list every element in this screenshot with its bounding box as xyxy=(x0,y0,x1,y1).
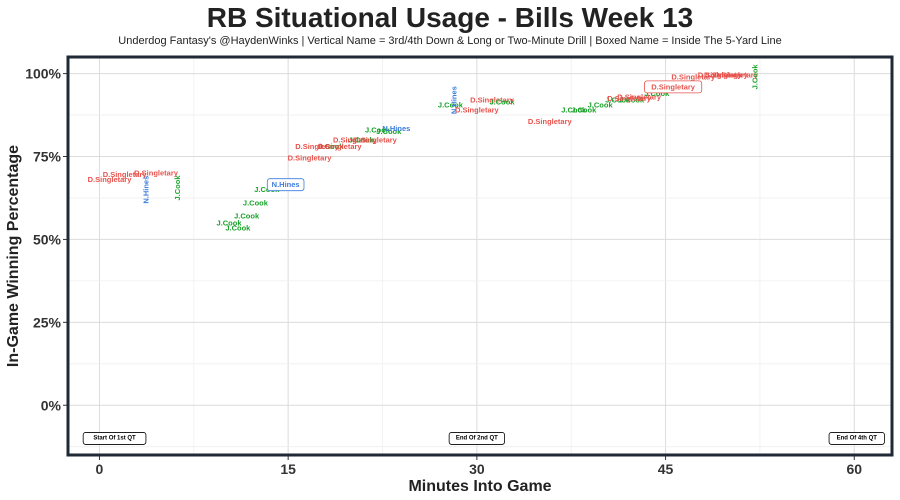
point-label-d-singletary: D.Singletary xyxy=(318,142,363,151)
point-label-j-cook: J.Cook xyxy=(365,125,391,134)
quarter-marker-box xyxy=(828,432,885,445)
y-tick-label: 75% xyxy=(33,149,62,165)
y-tick-label: 25% xyxy=(33,314,62,330)
point-label-n-hines-boxed: N.Hines xyxy=(266,178,305,192)
point-label-box xyxy=(266,178,305,192)
point-label-d-singletary: D.Singletary xyxy=(455,106,500,115)
quarter-marker-box xyxy=(82,432,147,445)
point-label-d-singletary: D.Singletary xyxy=(528,117,573,126)
point-label-j-cook: J.Cook xyxy=(349,135,375,144)
quarter-marker: End Of 4th QT xyxy=(828,432,885,445)
point-label-d-singletary: D.Singletary xyxy=(88,175,133,184)
point-label-n-hines-vertical: N.Hines xyxy=(141,176,150,204)
point-label-j-cook: J.Cook xyxy=(490,97,516,106)
x-tick-label: 0 xyxy=(96,461,104,477)
quarter-marker-box xyxy=(448,432,505,445)
point-label-j-cook-vertical: J.Cook xyxy=(173,175,182,201)
point-label-j-cook: J.Cook xyxy=(243,198,269,207)
point-label-d-singletary: D.Singletary xyxy=(704,71,749,80)
y-tick-label: 50% xyxy=(33,231,62,247)
quarter-markers: Start Of 1st QT End Of 2nd QT End Of 4th Q… xyxy=(82,432,885,445)
point-label-j-cook: J.Cook xyxy=(644,89,670,98)
point-label-d-singletary: D.Singletary xyxy=(288,154,333,163)
point-label-n-hines: N.Hines xyxy=(382,124,410,133)
plot-border xyxy=(66,55,894,457)
point-label-d-singletary: D.Singletary xyxy=(470,96,515,105)
x-tick-label: 60 xyxy=(846,461,862,477)
quarter-marker-label: End Of 4th QT xyxy=(837,435,878,441)
point-label-text: D.Singletary xyxy=(651,82,696,91)
point-label-d-singletary: D.Singletary xyxy=(103,170,148,179)
point-label-d-singletary: D.Singletary xyxy=(698,71,743,80)
x-tick-label: 30 xyxy=(469,461,485,477)
quarter-marker-label: End Of 2nd QT xyxy=(456,435,498,441)
chart-title: RB Situational Usage - Bills Week 13 xyxy=(206,2,694,33)
chart-subtitle: Underdog Fantasy's @HaydenWinks | Vertic… xyxy=(118,35,782,47)
point-label-d-singletary: D.Singletary xyxy=(671,72,716,81)
x-tick-label: 45 xyxy=(658,461,674,477)
point-label-d-singletary: D.Singletary xyxy=(333,135,378,144)
point-label-j-cook: J.Cook xyxy=(605,96,631,105)
y-axis-title: In-Game Winning Percentage xyxy=(5,145,22,367)
point-label-j-cook: J.Cook xyxy=(234,212,260,221)
point-label-d-singletary: D.Singletary xyxy=(714,71,759,80)
point-label-j-cook: J.Cook xyxy=(318,142,344,151)
point-label-j-cook: J.Cook xyxy=(376,127,402,136)
quarter-marker-label: Start Of 1st QT xyxy=(93,435,136,441)
point-label-j-cook: J.Cook xyxy=(438,101,464,110)
point-label-j-cook-vertical: J.Cook xyxy=(750,64,759,90)
data-points: D.SingletaryD.SingletaryD.SingletaryN.Hi… xyxy=(88,64,760,233)
quarter-marker: Start Of 1st QT xyxy=(82,432,147,445)
point-label-d-singletary: D.Singletary xyxy=(617,92,662,101)
axis-ticks: 0 15 30 45 60 0% 25% 50% 75% 100% xyxy=(25,66,862,477)
y-tick-label: 0% xyxy=(41,397,62,413)
x-axis-title: Minutes Into Game xyxy=(408,478,551,495)
point-label-j-cook: J.Cook xyxy=(217,218,243,227)
grid-lines xyxy=(68,57,892,455)
point-label-d-singletary: D.Singletary xyxy=(134,169,179,178)
point-label-text: N.Hines xyxy=(272,180,300,189)
point-label-box xyxy=(644,80,703,94)
y-tick-label: 100% xyxy=(25,66,61,82)
point-label-j-cook: J.Cook xyxy=(619,96,645,105)
point-label-j-cook: J.Cook xyxy=(225,223,251,232)
point-label-n-hines-vertical: N.Hines xyxy=(450,86,459,114)
quarter-marker: End Of 2nd QT xyxy=(448,432,505,445)
point-label-d-singletary: D.Singletary xyxy=(353,135,398,144)
point-label-d-singletary: D.Singletary xyxy=(607,94,652,103)
point-label-d-singletary-boxed: D.Singletary xyxy=(644,80,703,94)
point-label-d-singletary: D.Singletary xyxy=(295,142,340,151)
point-label-j-cook: J.Cook xyxy=(588,101,614,110)
x-tick-label: 15 xyxy=(280,461,296,477)
point-label-j-cook: J.Cook xyxy=(571,106,597,115)
point-label-j-cook: J.Cook xyxy=(561,106,587,115)
